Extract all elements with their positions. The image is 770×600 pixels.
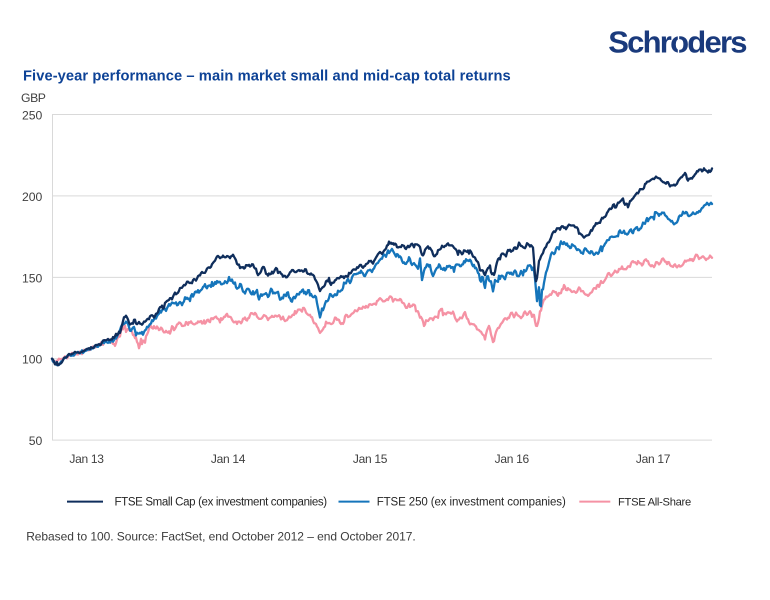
svg-text:Jan 17: Jan 17 [636,452,671,466]
svg-text:50: 50 [29,434,43,448]
svg-text:Schroders: Schroders [608,24,746,59]
svg-text:150: 150 [22,271,43,285]
svg-text:FTSE 250 (ex investment compan: FTSE 250 (ex investment companies) [377,497,566,509]
svg-text:Five-year performance – main m: Five-year performance – main market smal… [23,69,511,85]
svg-text:GBP: GBP [21,91,46,105]
svg-text:Jan 14: Jan 14 [211,452,246,466]
svg-text:250: 250 [22,109,43,123]
svg-text:200: 200 [22,190,43,204]
svg-text:FTSE Small Cap (ex investment: FTSE Small Cap (ex investment companies) [115,497,328,509]
svg-text:Jan 16: Jan 16 [495,452,530,466]
svg-text:Rebased to 100. Source: FactSe: Rebased to 100. Source: FactSet, end Oct… [26,530,415,544]
svg-text:FTSE All-Share: FTSE All-Share [618,497,691,509]
svg-text:Jan 13: Jan 13 [69,452,104,466]
svg-text:Jan 15: Jan 15 [353,452,388,466]
svg-text:100: 100 [22,353,43,367]
